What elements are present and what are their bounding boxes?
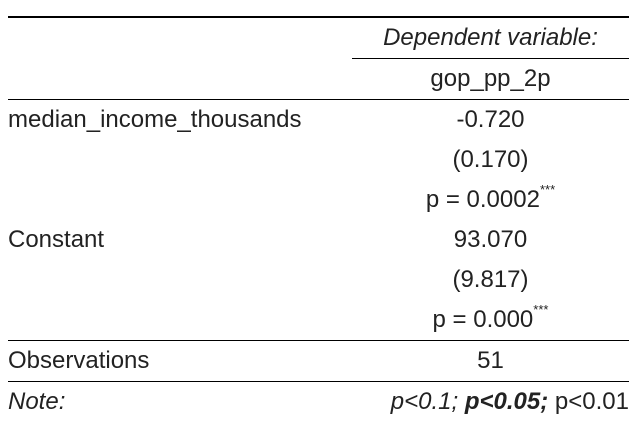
p-value-cell: p = 0.000***	[352, 300, 629, 341]
note-text: p<0.1; p<0.05; p<0.01	[352, 382, 629, 422]
std-error-row: (0.170)	[8, 140, 629, 180]
observations-row: Observations 51	[8, 341, 629, 382]
note-p2: p<0.05;	[465, 388, 548, 415]
observations-label: Observations	[8, 341, 352, 382]
coefficient-value: 93.070	[352, 220, 629, 260]
dependent-variable-caption: Dependent variable:	[352, 17, 629, 59]
note-row: Note: p<0.1; p<0.05; p<0.01	[8, 382, 629, 422]
dependent-variable-row: Dependent variable:	[8, 17, 629, 59]
std-error-value: (9.817)	[352, 260, 629, 300]
coefficient-value: -0.720	[352, 100, 629, 141]
p-value-text: p = 0.0002	[426, 186, 540, 213]
model-name-row: gop_pp_2p	[8, 59, 629, 100]
header-empty-cell	[8, 17, 352, 59]
model-name-empty-cell	[8, 59, 352, 100]
std-error-row: (9.817)	[8, 260, 629, 300]
p-value-text: p = 0.000	[433, 306, 534, 333]
variable-label: Constant	[8, 220, 352, 260]
variable-label: median_income_thousands	[8, 100, 352, 141]
regression-table: Dependent variable: gop_pp_2p median_inc…	[8, 16, 629, 422]
p-value-row: p = 0.0002***	[8, 180, 629, 220]
std-error-value: (0.170)	[352, 140, 629, 180]
significance-stars: ***	[533, 302, 548, 317]
coefficient-row: Constant 93.070	[8, 220, 629, 260]
coefficient-row: median_income_thousands -0.720	[8, 100, 629, 141]
observations-value: 51	[352, 341, 629, 382]
model-name: gop_pp_2p	[352, 59, 629, 100]
significance-stars: ***	[540, 182, 555, 197]
note-p3: p<0.01	[555, 388, 629, 415]
p-value-cell: p = 0.0002***	[352, 180, 629, 220]
p-value-row: p = 0.000***	[8, 300, 629, 341]
note-label: Note:	[8, 382, 352, 422]
note-p1: p<0.1;	[391, 388, 458, 415]
